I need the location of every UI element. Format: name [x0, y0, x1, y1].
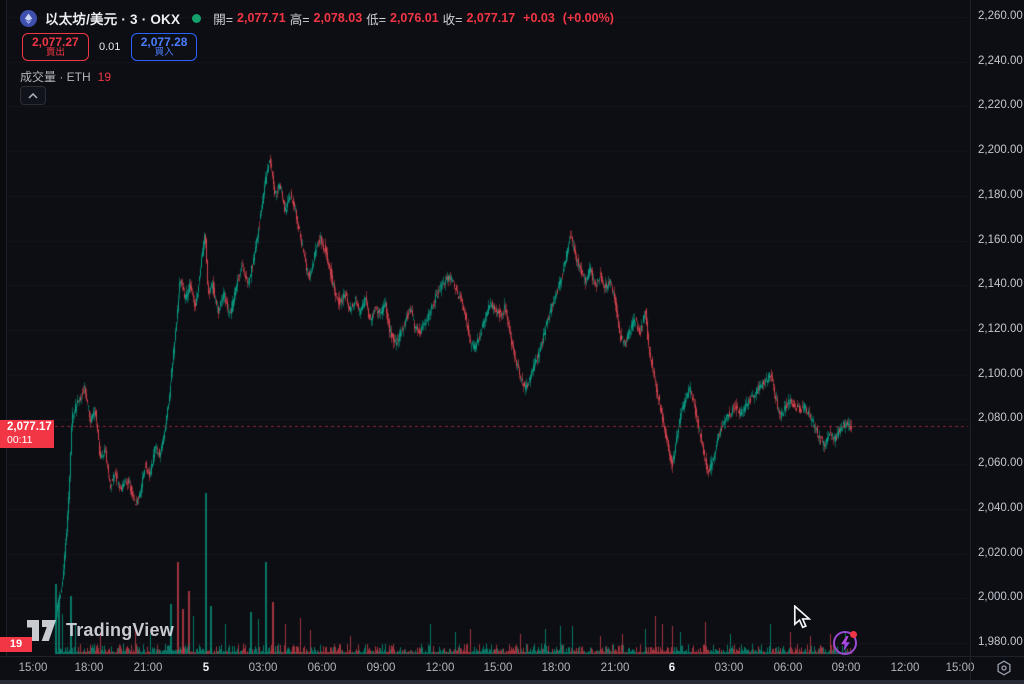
time-tick: 6 — [668, 662, 676, 674]
volume-legend-label: 成交量 · ETH — [20, 70, 91, 84]
time-tick: 03:00 — [248, 662, 278, 674]
time-tick: 18:00 — [74, 662, 104, 674]
ohlc-readout: 開= 2,077.71 高= 2,078.03 低= 2,076.01 收= 2,077… — [213, 9, 614, 28]
high-value: 2,078.03 — [313, 11, 363, 25]
lightning-bolt-icon — [840, 635, 850, 651]
time-tick: 15:00 — [945, 662, 975, 674]
time-tick: 21:00 — [133, 662, 163, 674]
candlestick-chart-canvas[interactable] — [0, 0, 1024, 656]
buy-button[interactable]: 2,077.28 買入 — [130, 33, 198, 61]
time-tick: 12:00 — [890, 662, 920, 674]
time-tick: 03:00 — [714, 662, 744, 674]
spread-value: 0.01 — [99, 41, 121, 53]
market-status-dot[interactable] — [192, 13, 202, 23]
time-tick: 12:00 — [425, 662, 455, 674]
price-tick: 2,160.00 — [978, 233, 1023, 246]
sell-price: 2,077.27 — [32, 34, 79, 49]
symbol-header: 以太坊/美元 · 3 · OKX 開= 2,077.71 高= 2,078.03 低… — [20, 9, 614, 27]
sell-label: 賣出 — [45, 47, 65, 59]
close-label: 收= — [442, 12, 463, 27]
price-tick: 2,240.00 — [978, 54, 1023, 67]
low-value: 2,076.01 — [390, 11, 439, 25]
tradingview-logo-icon — [27, 620, 56, 641]
price-tick: 2,100.00 — [978, 367, 1023, 380]
time-axis[interactable]: 15:00 18:00 21:00 5 03:00 06:00 09:00 12:00 15:0… — [0, 656, 1024, 680]
open-label: 開= — [213, 12, 234, 27]
price-axis-border — [970, 0, 971, 684]
trade-panel: 2,077.27 賣出 0.01 2,077.28 買入 — [22, 33, 198, 61]
mouse-cursor — [793, 604, 812, 634]
price-tick: 2,120.00 — [978, 323, 1023, 335]
price-tick: 1,980.00 — [978, 636, 1023, 648]
left-toolbar-sliver — [0, 0, 6, 684]
time-tick: 06:00 — [773, 662, 803, 674]
price-tick: 2,000.00 — [978, 591, 1023, 604]
time-tick: 15:00 — [18, 662, 48, 674]
change-value: +0.03 — [523, 11, 555, 25]
buy-label: 買入 — [154, 47, 174, 59]
time-tick: 15:00 — [483, 662, 513, 674]
ethereum-logo-icon — [20, 9, 37, 27]
candle-countdown: 00:11 — [7, 433, 33, 446]
close-value: 2,077.17 — [466, 11, 516, 25]
time-tick: 21:00 — [600, 662, 630, 674]
open-value: 2,077.71 — [237, 11, 286, 25]
price-tick: 2,260.00 — [978, 10, 1023, 22]
gear-icon — [997, 660, 1011, 676]
quick-trade-lightning-button[interactable] — [833, 631, 857, 655]
price-axis[interactable]: 2,260.00 2,240.00 2,220.00 2,200.00 2,180.00… — [970, 0, 1024, 656]
buy-price: 2,077.28 — [140, 34, 188, 49]
notification-dot — [850, 631, 857, 638]
window-bottom-edge — [0, 680, 1024, 684]
axis-settings-button[interactable] — [992, 657, 1016, 679]
price-tick: 2,180.00 — [978, 188, 1023, 201]
tradingview-watermark: TradingView — [27, 620, 174, 641]
price-tick: 2,220.00 — [978, 99, 1023, 112]
chevron-up-icon — [28, 92, 38, 99]
volume-axis-label: 19 — [0, 637, 32, 652]
price-tick: 2,060.00 — [978, 457, 1023, 470]
volume-legend-value: 19 — [97, 69, 112, 84]
time-tick: 5 — [202, 662, 210, 674]
price-tick: 2,200.00 — [978, 144, 1023, 157]
low-label: 低= — [366, 12, 386, 27]
collapse-legend-button[interactable] — [20, 86, 46, 105]
volume-indicator-legend[interactable]: 成交量 · ETH 19 — [20, 68, 111, 85]
last-price-value: 2,077.17 — [7, 420, 52, 433]
price-tick: 2,080.00 — [978, 412, 1023, 425]
time-tick: 06:00 — [307, 662, 337, 674]
time-tick: 09:00 — [831, 662, 861, 674]
price-tick: 2,020.00 — [978, 546, 1023, 559]
symbol-title[interactable]: 以太坊/美元 · 3 · OKX — [45, 12, 181, 27]
last-price-label: 2,077.17 00:11 — [0, 419, 54, 448]
price-tick: 2,140.00 — [978, 278, 1023, 291]
high-label: 高= — [289, 12, 310, 27]
time-tick: 09:00 — [366, 662, 396, 674]
time-tick: 18:00 — [541, 662, 571, 674]
price-tick: 2,040.00 — [978, 501, 1023, 514]
sell-button[interactable]: 2,077.27 賣出 — [22, 33, 89, 61]
pane-divider — [6, 0, 7, 684]
change-percent: (+0.00%) — [562, 11, 614, 25]
tradingview-logo-text: TradingView — [66, 620, 174, 640]
